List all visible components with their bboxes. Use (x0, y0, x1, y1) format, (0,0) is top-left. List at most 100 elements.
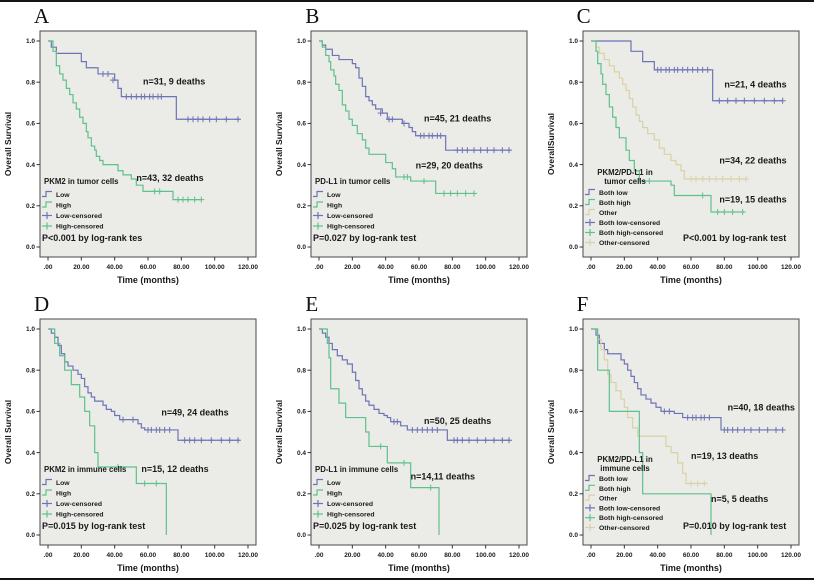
svg-text:0.2: 0.2 (297, 203, 306, 210)
svg-text:60.00: 60.00 (411, 552, 428, 559)
svg-text:120.00: 120.00 (238, 552, 258, 559)
censor-marks-high (377, 443, 434, 491)
svg-text:0.0: 0.0 (26, 532, 35, 539)
svg-text:High-censored: High-censored (56, 512, 104, 519)
svg-text:0.8: 0.8 (26, 79, 35, 86)
x-axis-label: Time (months) (117, 275, 179, 285)
panel-f-letter: F (576, 292, 589, 316)
svg-text:1.0: 1.0 (569, 326, 578, 333)
svg-text:Low-censored: Low-censored (56, 213, 102, 220)
plot-area (39, 30, 257, 258)
svg-text:0.4: 0.4 (297, 450, 306, 457)
svg-text:20.00: 20.00 (73, 552, 90, 559)
svg-text:Low: Low (56, 192, 70, 199)
annotation-0: n=40, 18 deaths (727, 402, 794, 412)
panel-b-chart: .00 20.00 40.00 60.00 80.00 100.00 120.000.00.… (274, 30, 530, 285)
y-axis-label: Overall Survival (274, 400, 284, 464)
svg-text:1.0: 1.0 (297, 38, 306, 45)
km-curve-low (48, 40, 240, 120)
annotation-0: n=21, 4 deaths (724, 79, 786, 89)
x-axis: .00 20.00 40.00 60.00 80.00 100.00 120.00 (586, 545, 801, 559)
svg-text:High-censored: High-censored (327, 512, 375, 519)
legend: PKM2 in immune cells Low High Low-censored H… (42, 465, 127, 519)
svg-text:80.00: 80.00 (716, 264, 733, 271)
svg-text:100.00: 100.00 (747, 552, 767, 559)
svg-text:Both low: Both low (599, 476, 628, 483)
legend: PKM2 in tumor cells Low High Low-censored Hi… (42, 177, 119, 231)
km-curve-high (319, 40, 475, 195)
svg-text:.00: .00 (586, 552, 595, 559)
km-curve-high (48, 328, 167, 535)
km-curve-other (590, 328, 708, 485)
svg-text:0.0: 0.0 (297, 532, 306, 539)
y-axis-label: OverallSurvival (546, 113, 556, 175)
x-axis: .00 20.00 40.00 60.00 80.00 100.00 120.00 (315, 545, 530, 559)
svg-text:High: High (327, 491, 342, 498)
panel-b-letter: B (305, 4, 320, 28)
censor-marks-low (120, 416, 241, 444)
svg-text:40.00: 40.00 (378, 264, 395, 271)
km-curve-both-high (590, 40, 744, 213)
svg-text:Low: Low (327, 192, 341, 199)
annotation-1: n=43, 32 deaths (136, 173, 203, 183)
svg-text:PKM2 in tumor cells: PKM2 in tumor cells (44, 177, 119, 186)
svg-text:Both low-censored: Both low-censored (599, 220, 660, 227)
svg-text:80.00: 80.00 (716, 552, 733, 559)
svg-text:20.00: 20.00 (73, 264, 90, 271)
svg-text:0.6: 0.6 (569, 121, 578, 128)
svg-text:0.6: 0.6 (569, 409, 578, 416)
censor-marks-low (391, 418, 513, 444)
svg-text:40.00: 40.00 (649, 552, 666, 559)
svg-text:80.00: 80.00 (445, 264, 462, 271)
x-axis-label: Time (months) (117, 563, 179, 573)
x-axis: .00 20.00 40.00 60.00 80.00 100.00 120.00 (586, 257, 801, 271)
panel-e-chart: .00 20.00 40.00 60.00 80.00 100.00 120.000.00.… (274, 318, 530, 573)
x-axis-label: Time (months) (660, 275, 722, 285)
svg-text:Other-censored: Other-censored (599, 525, 650, 532)
svg-text:0.8: 0.8 (569, 367, 578, 374)
x-axis-label: Time (months) (660, 563, 722, 573)
svg-text:0.0: 0.0 (297, 244, 306, 251)
svg-text:120.00: 120.00 (509, 264, 529, 271)
svg-text:20.00: 20.00 (616, 264, 633, 271)
annotation-2: n=19, 15 deaths (719, 195, 786, 205)
svg-text:60.00: 60.00 (140, 264, 157, 271)
y-axis: 0.0 0.2 0.4 0.6 0.8 1.0 (569, 326, 583, 539)
plot-area (582, 30, 800, 258)
svg-text:0.6: 0.6 (297, 121, 306, 128)
censor-marks-both-low (654, 66, 786, 104)
annotation-1: n=14,11 deaths (411, 471, 475, 481)
svg-text:100.00: 100.00 (476, 552, 496, 559)
panel-d-letter: D (34, 292, 50, 316)
svg-text:Low-censored: Low-censored (56, 501, 102, 508)
censor-marks-high (115, 464, 160, 487)
panel-f-chart: .00 20.00 40.00 60.00 80.00 100.00 120.000.00.… (546, 318, 801, 573)
x-axis: .00 20.00 40.00 60.00 80.00 100.00 120.00 (43, 545, 258, 559)
annotation-0: n=45, 21 deaths (424, 113, 491, 123)
svg-text:Both high-censored: Both high-censored (599, 230, 663, 237)
censor-marks-other (687, 176, 749, 183)
plot-area (310, 30, 528, 258)
svg-text:80.00: 80.00 (173, 264, 190, 271)
svg-text:60.00: 60.00 (140, 552, 157, 559)
y-axis: 0.0 0.2 0.4 0.6 0.8 1.0 (297, 38, 312, 251)
censor-marks-high (151, 188, 205, 203)
p-value-text: P<0.001 by log-rank test (683, 233, 786, 243)
svg-text:0.4: 0.4 (569, 162, 578, 169)
svg-text:0.6: 0.6 (26, 121, 35, 128)
y-axis: 0.0 0.2 0.4 0.6 0.8 1.0 (297, 326, 312, 539)
svg-text:Other: Other (599, 210, 617, 217)
censor-marks-both-low (660, 408, 786, 433)
panel-b: B .00 20.00 40.00 60.00 80.00 100.00 120.00 0.0… (271, 2, 542, 290)
svg-text:Low: Low (56, 480, 70, 487)
svg-text:60.00: 60.00 (683, 552, 700, 559)
svg-text:120.00: 120.00 (238, 264, 258, 271)
svg-text:0.4: 0.4 (26, 450, 35, 457)
svg-text:immune cells: immune cells (600, 464, 650, 473)
panel-c: C .00 20.00 40.00 60.00 80.00 100.00 120.00 0.0… (543, 2, 814, 290)
svg-text:1.0: 1.0 (26, 326, 35, 333)
annotation-1: n=29, 20 deaths (416, 161, 483, 171)
panel-a: A .00 20.00 40.00 60.00 80.00 100.00 120.00 0.0… (0, 2, 271, 290)
panel-f: F .00 20.00 40.00 60.00 80.00 100.00 120.00 0.0… (543, 290, 814, 578)
